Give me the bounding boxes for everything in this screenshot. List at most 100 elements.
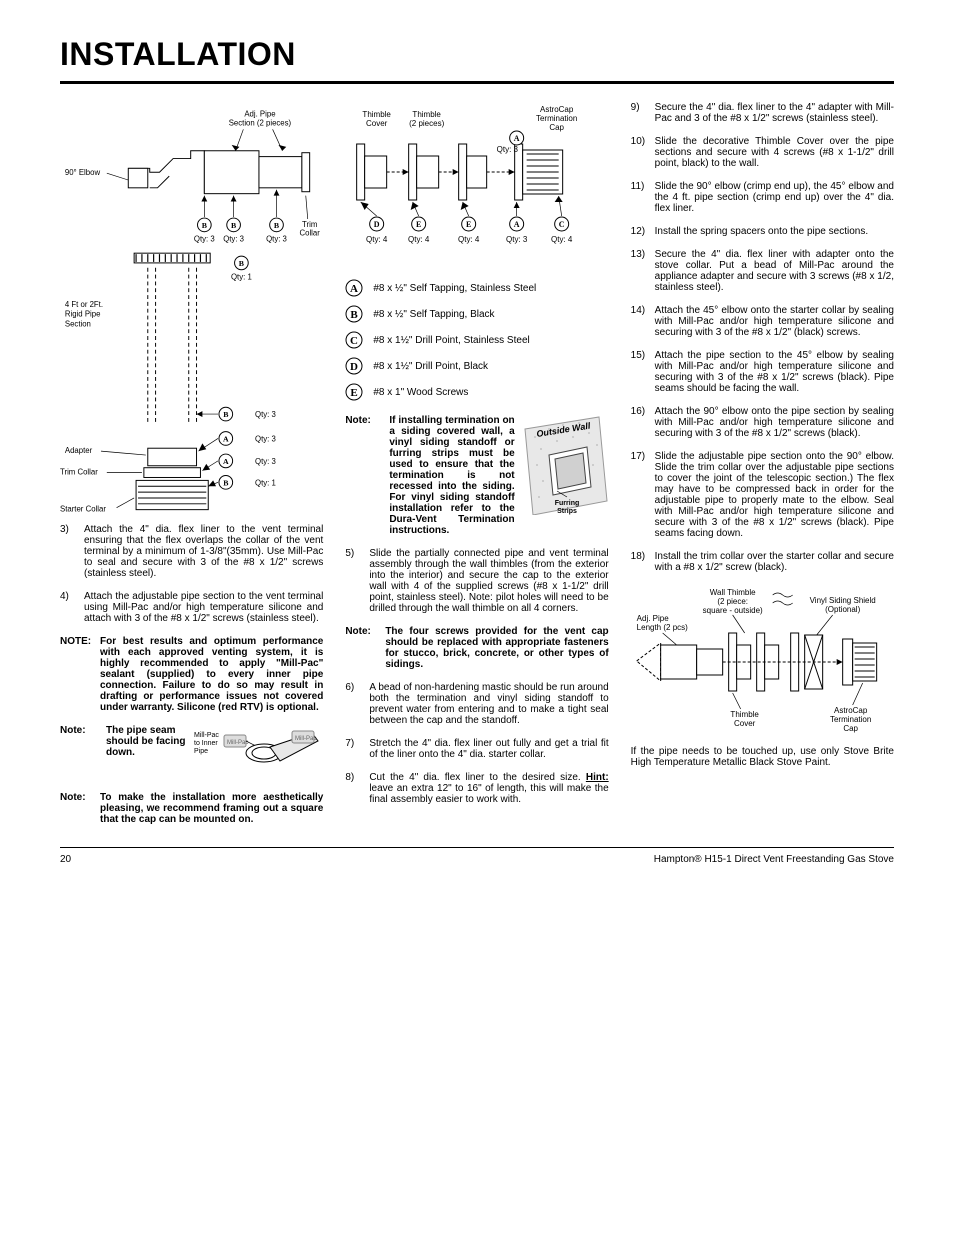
svg-text:(2 pieces): (2 pieces) xyxy=(409,119,444,128)
paint-note: If the pipe needs to be touched up, use … xyxy=(631,746,894,768)
svg-text:B: B xyxy=(223,410,228,419)
svg-text:Collar: Collar xyxy=(299,229,320,238)
page-number: 20 xyxy=(60,854,71,865)
svg-text:Qty: 3: Qty: 3 xyxy=(255,434,276,443)
step-12-text: Install the spring spacers onto the pipe… xyxy=(655,226,894,237)
svg-text:90° Elbow: 90° Elbow xyxy=(65,168,101,177)
step-6-text: A bead of non-hardening mastic should be… xyxy=(369,682,608,726)
top-rule xyxy=(60,81,894,84)
svg-text:Qty: 3: Qty: 3 xyxy=(506,235,528,244)
svg-text:Qty: 4: Qty: 4 xyxy=(366,235,388,244)
step-17-text: Slide the adjustable pipe section onto t… xyxy=(655,451,894,539)
svg-text:B: B xyxy=(202,221,207,230)
svg-text:Cap: Cap xyxy=(550,123,565,132)
step-16: 16) Attach the 90° elbow onto the pipe s… xyxy=(631,406,894,439)
svg-text:A: A xyxy=(514,220,520,229)
svg-text:Cap: Cap xyxy=(843,724,858,733)
step-7-text: Stretch the 4" dia. flex liner out fully… xyxy=(369,738,608,760)
note-screws-body: The four screws provided for the vent ca… xyxy=(385,626,608,670)
svg-text:Section: Section xyxy=(65,319,91,328)
svg-text:Thimble: Thimble xyxy=(363,110,392,119)
footer: 20 Hampton® H15-1 Direct Vent Freestandi… xyxy=(60,854,894,865)
columns: 90° Elbow Adj. Pipe xyxy=(60,102,894,837)
outside-wall-diagram: Outside Wall Furring Strips xyxy=(523,415,609,515)
step-8-text: Cut the 4" dia. flex liner to the desire… xyxy=(369,772,608,805)
step-15-text: Attach the pipe section to the 45° elbow… xyxy=(655,350,894,394)
step-17: 17) Slide the adjustable pipe section on… xyxy=(631,451,894,539)
svg-text:(Optional): (Optional) xyxy=(825,605,860,614)
step-14-num: 14) xyxy=(631,305,655,338)
step-14: 14) Attach the 45° elbow onto the starte… xyxy=(631,305,894,338)
svg-text:Mill-Pac: Mill-Pac xyxy=(194,732,219,739)
svg-text:Qty: 1: Qty: 1 xyxy=(255,478,276,487)
svg-text:B: B xyxy=(351,309,359,321)
svg-text:Mill-Pac: Mill-Pac xyxy=(227,740,248,746)
screw-row-b: B #8 x ½" Self Tapping, Black xyxy=(345,305,608,323)
step-11-num: 11) xyxy=(631,181,655,214)
step-6-num: 6) xyxy=(345,682,369,726)
circle-b-icon: B xyxy=(345,305,363,323)
step-6: 6) A bead of non-hardening mastic should… xyxy=(345,682,608,726)
svg-text:Trim Collar: Trim Collar xyxy=(60,468,98,477)
svg-text:Qty: 3: Qty: 3 xyxy=(497,145,519,154)
step-3-text: Attach the 4" dia. flex liner to the ven… xyxy=(84,524,323,579)
step-7-num: 7) xyxy=(345,738,369,760)
svg-text:Pipe: Pipe xyxy=(194,748,208,755)
screw-legend: A #8 x ½" Self Tapping, Stainless Steel … xyxy=(345,279,608,401)
step-9: 9) Secure the 4" dia. flex liner to the … xyxy=(631,102,894,124)
diagram-vertical: 90° Elbow Adj. Pipe xyxy=(60,102,323,521)
svg-text:Vinyl Siding Shield: Vinyl Siding Shield xyxy=(809,596,875,605)
svg-text:Qty: 1: Qty: 1 xyxy=(231,272,252,281)
svg-text:Rigid Pipe: Rigid Pipe xyxy=(65,310,101,319)
note-millpac-body: For best results and optimum performance… xyxy=(100,636,323,713)
svg-text:C: C xyxy=(559,220,565,229)
step-13-text: Secure the 4" dia. flex liner with adapt… xyxy=(655,249,894,293)
step-9-num: 9) xyxy=(631,102,655,124)
step-4-text: Attach the adjustable pipe section to th… xyxy=(84,591,323,624)
svg-text:Termination: Termination xyxy=(536,114,577,123)
svg-text:Qty: 3: Qty: 3 xyxy=(223,234,244,243)
step-18: 18) Install the trim collar over the sta… xyxy=(631,551,894,573)
svg-text:Cover: Cover xyxy=(366,119,388,128)
svg-text:E: E xyxy=(351,387,358,399)
svg-text:to Inner: to Inner xyxy=(194,740,218,747)
svg-text:Qty: 4: Qty: 4 xyxy=(408,235,430,244)
step-14-text: Attach the 45° elbow onto the starter co… xyxy=(655,305,894,338)
note-millpac: NOTE: For best results and optimum perfo… xyxy=(60,636,323,713)
column-1: 90° Elbow Adj. Pipe xyxy=(60,102,323,837)
step-17-num: 17) xyxy=(631,451,655,539)
step-3: 3) Attach the 4" dia. flex liner to the … xyxy=(60,524,323,579)
screw-b-text: #8 x ½" Self Tapping, Black xyxy=(373,309,494,320)
svg-text:C: C xyxy=(350,335,358,347)
step-5-num: 5) xyxy=(345,548,369,614)
step-18-text: Install the trim collar over the starter… xyxy=(655,551,894,573)
step-16-text: Attach the 90° elbow onto the pipe secti… xyxy=(655,406,894,439)
svg-text:Qty: 4: Qty: 4 xyxy=(458,235,480,244)
screw-row-e: E #8 x 1" Wood Screws xyxy=(345,383,608,401)
note-install: Note: If installing termination on a sid… xyxy=(345,415,608,536)
screw-row-d: D #8 x 1½" Drill Point, Black xyxy=(345,357,608,375)
step-16-num: 16) xyxy=(631,406,655,439)
svg-text:Qty: 4: Qty: 4 xyxy=(551,235,573,244)
svg-text:B: B xyxy=(231,221,236,230)
screw-c-text: #8 x 1½" Drill Point, Stainless Steel xyxy=(373,335,529,346)
page-title: INSTALLATION xyxy=(60,36,894,73)
svg-text:B: B xyxy=(239,259,244,268)
diagram-thimble: Thimble Cover Thimble (2 pieces) AstroCa… xyxy=(345,102,608,272)
svg-text:Termination: Termination xyxy=(830,715,871,724)
svg-text:Adapter: Adapter xyxy=(65,446,93,455)
step-5-text: Slide the partially connected pipe and v… xyxy=(369,548,608,614)
pipeseam-diagram: Mill-Pac to Inner Pipe Mill-Pac Mill-Pac xyxy=(192,725,322,780)
svg-text:Trim: Trim xyxy=(302,220,317,229)
svg-text:B: B xyxy=(223,478,228,487)
step-8-num: 8) xyxy=(345,772,369,805)
step-10: 10) Slide the decorative Thimble Cover o… xyxy=(631,136,894,169)
svg-text:4 Ft or 2Ft.: 4 Ft or 2Ft. xyxy=(65,300,103,309)
note-install-body: If installing termination on a siding co… xyxy=(389,415,514,536)
bottom-rule xyxy=(60,847,894,848)
note-install-label: Note: xyxy=(345,415,381,536)
svg-text:B: B xyxy=(274,221,279,230)
svg-text:D: D xyxy=(374,220,380,229)
note-screws-label: Note: xyxy=(345,626,385,670)
svg-text:Furring: Furring xyxy=(554,500,579,507)
